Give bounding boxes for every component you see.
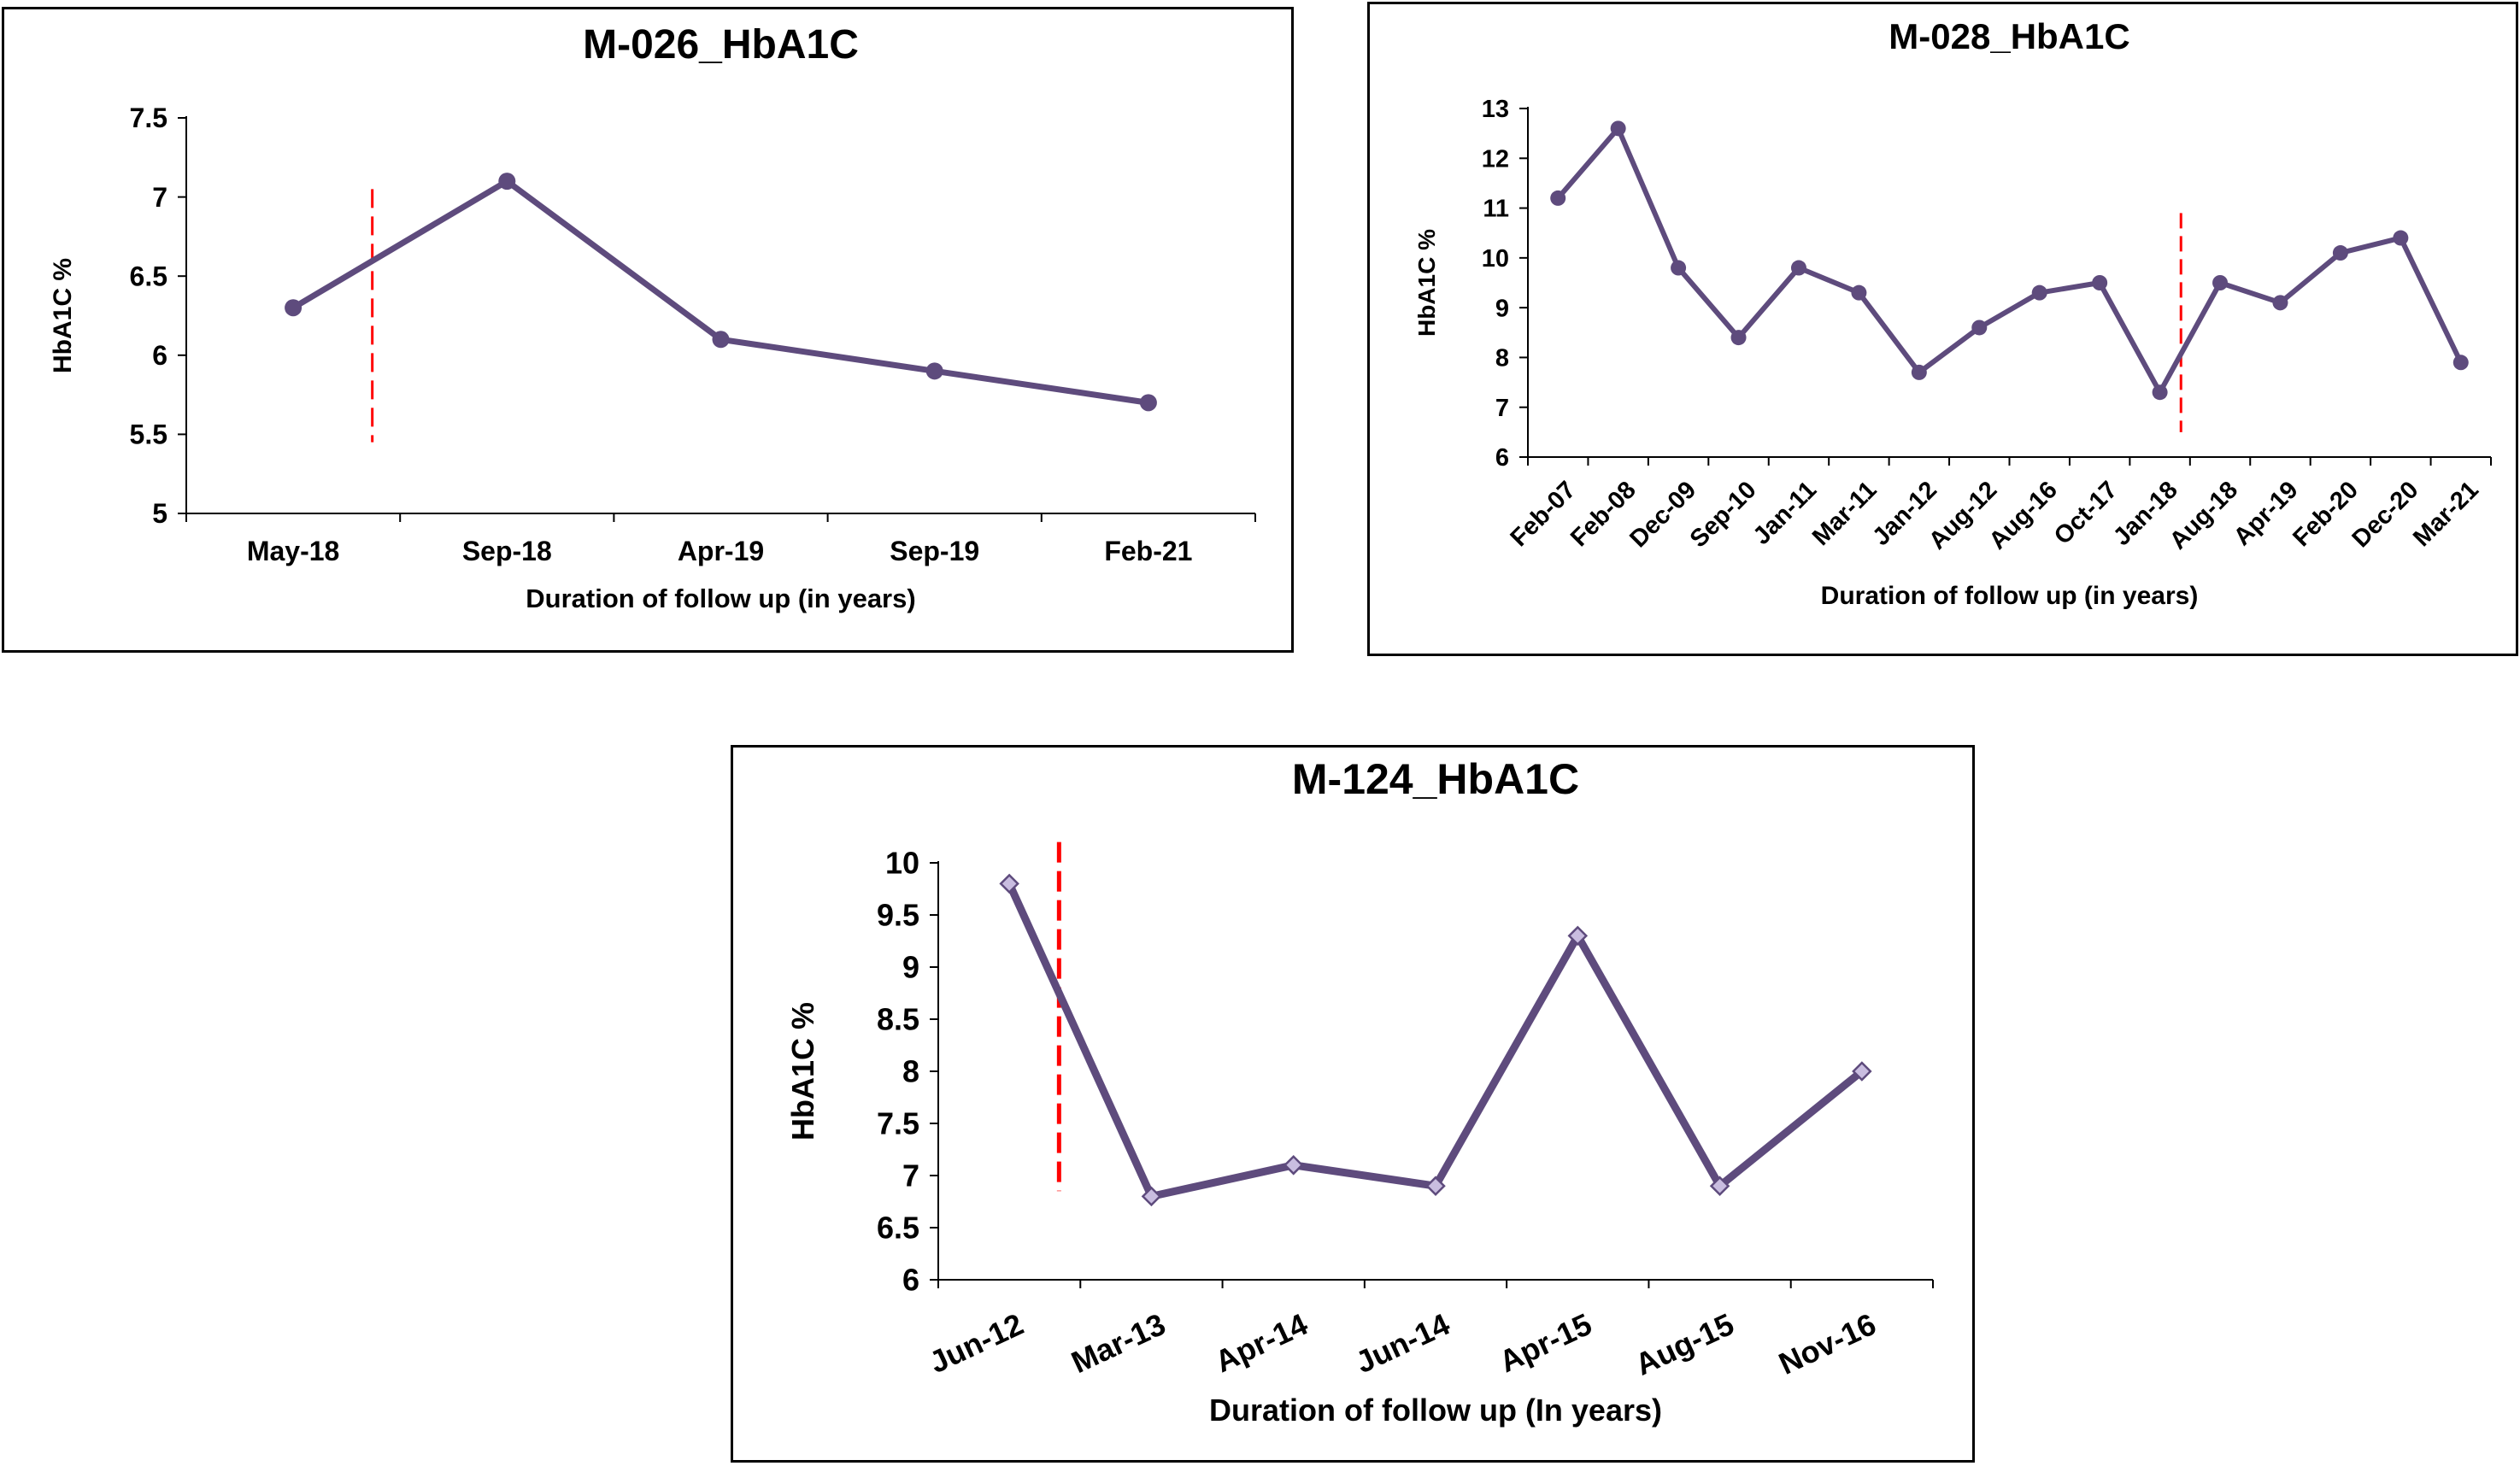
x-axis-title: Duration of follow up (in years) <box>526 583 915 613</box>
x-tick-label: Mar-13 <box>1066 1306 1171 1380</box>
y-tick-label: 10 <box>1482 245 1509 273</box>
data-point <box>1852 1061 1872 1082</box>
x-axis-title: Duration of follow up (In years) <box>1209 1393 1662 1428</box>
data-point <box>1425 1176 1446 1196</box>
data-point <box>1790 260 1806 276</box>
y-tick-label: 7.5 <box>130 103 167 133</box>
data-point <box>2452 355 2469 371</box>
data-point <box>925 362 943 380</box>
y-axis-title: HbA1C % <box>49 258 77 373</box>
x-tick-label: Jun-12 <box>924 1306 1029 1380</box>
y-tick-label: 8 <box>1495 345 1509 372</box>
x-tick-label: Aug-16 <box>1984 476 2063 554</box>
series-line <box>290 178 1152 406</box>
x-tick-label: Aug-15 <box>1630 1306 1739 1382</box>
data-point <box>2031 284 2047 301</box>
chart-title: M-026_HbA1C <box>583 22 859 67</box>
data-point <box>2393 230 2409 246</box>
series-line <box>1555 126 2464 396</box>
data-point <box>1550 190 1566 206</box>
y-tick-label: 8.5 <box>877 1002 919 1037</box>
data-point <box>1139 394 1157 412</box>
y-tick-label: 7 <box>902 1158 919 1193</box>
y-tick-label: 6 <box>152 340 167 371</box>
y-tick-label: 6.5 <box>130 261 167 291</box>
x-axis-title: Duration of follow up (in years) <box>1821 582 2199 610</box>
y-tick-label: 7 <box>1495 395 1509 422</box>
data-point <box>1911 364 1927 380</box>
data-point <box>2212 275 2229 290</box>
x-tick-label: Sep-10 <box>1685 476 1762 553</box>
x-tick-label: Dec-20 <box>2347 476 2424 553</box>
y-tick-label: 12 <box>1482 145 1509 173</box>
data-point <box>498 173 516 191</box>
series-line <box>1005 879 1866 1200</box>
y-tick-label: 6 <box>1495 444 1509 472</box>
y-tick-label: 6 <box>902 1263 919 1298</box>
data-point <box>999 873 1019 894</box>
data-point <box>1610 120 1626 137</box>
x-tick-label: Apr-14 <box>1210 1306 1313 1379</box>
x-tick-label: Sep-18 <box>462 536 552 566</box>
data-point <box>1567 925 1589 947</box>
data-point <box>1971 320 1988 336</box>
y-tick-label: 9.5 <box>877 898 919 933</box>
x-tick-label: Jun-14 <box>1350 1306 1455 1380</box>
x-tick-label: Mar-21 <box>2408 476 2484 552</box>
x-tick-label: Apr-19 <box>678 536 764 566</box>
x-tick-label: Aug-18 <box>2165 476 2243 554</box>
chart-title: M-028_HbA1C <box>1889 16 2129 56</box>
x-tick-label: Apr-15 <box>1494 1306 1597 1379</box>
y-tick-label: 13 <box>1482 96 1509 123</box>
chart-m028: M-028_HbA1C 6 7 8 9 10 11 12 13 Feb-07Feb-08Dec-0… <box>1413 16 2492 610</box>
chart-m026: M-026_HbA1C 5 5.5 6 6.5 7 7.5 May-18 Sep-18 Apr-1… <box>49 22 1256 613</box>
data-point <box>1141 1186 1162 1207</box>
chart-panel-m028: M-028_HbA1C 6 7 8 9 10 11 12 13 Feb-07 Feb-08 Dec-0… <box>1367 2 2518 656</box>
y-tick-label: 7.5 <box>877 1106 919 1141</box>
data-point <box>2152 384 2168 401</box>
y-tick-label: 9 <box>1495 295 1509 322</box>
chart-panel-m124: M-124_HbA1C 6 6.5 7 7.5 8 8.5 9 9.5 10 Jun-12 Mar-1… <box>731 745 1975 1463</box>
data-point <box>1851 284 1867 301</box>
y-tick-label: 5 <box>152 498 167 529</box>
y-tick-label: 10 <box>885 846 919 881</box>
data-point <box>1730 330 1747 346</box>
chart-m124: M-124_HbA1C 6 6.5 7 7.5 8 8.5 9 9.5 10 Jun-12 Mar-1… <box>785 755 1934 1428</box>
x-tick-label: May-18 <box>247 536 340 566</box>
data-point <box>2272 295 2288 311</box>
x-tick-label: Feb-07 <box>1506 476 1582 552</box>
x-tick-label: Jan-11 <box>1748 476 1822 549</box>
y-tick-label: 9 <box>902 950 919 985</box>
data-point <box>1709 1176 1730 1196</box>
y-axis-title: HbA1C % <box>785 1002 820 1141</box>
x-tick-label: Sep-19 <box>890 536 979 566</box>
data-point <box>712 331 730 349</box>
x-tick-label: Dec-09 <box>1624 476 1701 553</box>
y-tick-label: 6.5 <box>877 1211 919 1246</box>
y-tick-label: 8 <box>902 1054 919 1089</box>
chart-panel-m026: M-026_HbA1C 5 5.5 6 6.5 7 7.5 May-18 Sep-18 Apr-1… <box>2 7 1294 653</box>
y-tick-label: 5.5 <box>130 419 167 450</box>
x-tick-label: Oct-17 <box>2049 476 2123 549</box>
data-point <box>2092 275 2108 290</box>
data-point <box>1283 1155 1304 1176</box>
chart-title: M-124_HbA1C <box>1292 755 1579 803</box>
x-tick-label: Feb-21 <box>1104 536 1192 566</box>
x-tick-label: Mar-11 <box>1807 476 1883 551</box>
data-point <box>1671 260 1687 276</box>
x-tick-label: Feb-08 <box>1565 476 1642 552</box>
y-tick-label: 7 <box>152 182 167 213</box>
data-point <box>2332 245 2348 261</box>
data-point <box>285 299 303 317</box>
x-tick-label: Nov-16 <box>1773 1306 1881 1381</box>
y-tick-label: 11 <box>1483 196 1509 223</box>
y-axis-title: HbA1C % <box>1413 229 1440 337</box>
x-tick-label: Apr-19 <box>2229 476 2304 551</box>
x-tick-label: Feb-20 <box>2288 476 2364 552</box>
